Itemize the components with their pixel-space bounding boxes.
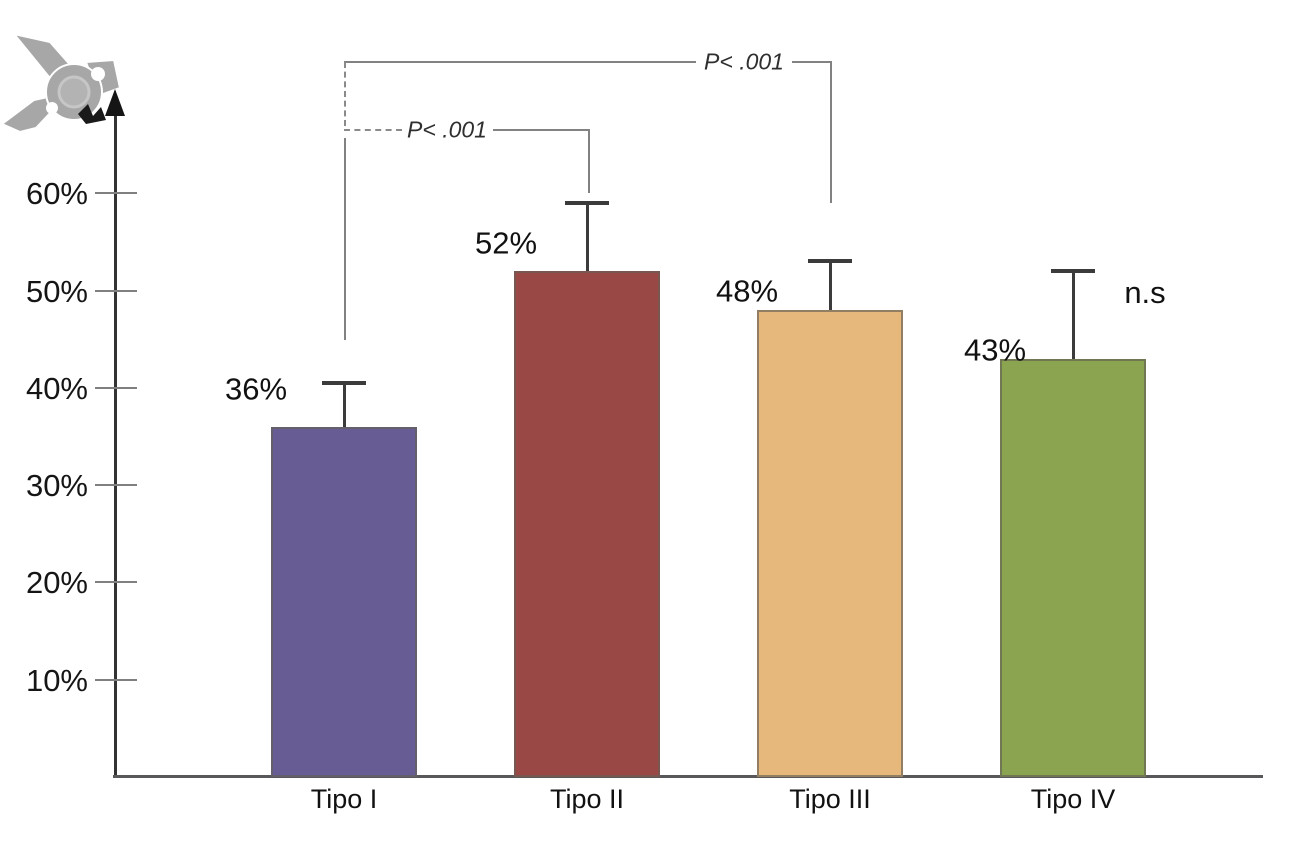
x-axis-line — [113, 775, 1263, 778]
x-category-label: Tipo III — [789, 784, 871, 814]
bracket-big-p-label: P< .001 — [700, 48, 788, 76]
y-tick-label: 20% — [25, 565, 88, 601]
error-bar-cap — [322, 380, 366, 385]
error-bar-cap — [565, 200, 609, 205]
y-tick-label: 50% — [25, 273, 88, 309]
y-tick — [95, 289, 137, 292]
x-category-label: Tipo II — [549, 784, 625, 814]
error-bar-cap — [1051, 269, 1095, 274]
error-bar-stem — [586, 202, 589, 272]
bracket-small-hline-dashed — [344, 129, 402, 131]
y-tick — [95, 192, 137, 195]
ns-annotation: n.s — [1124, 275, 1166, 310]
y-tick — [95, 484, 137, 487]
y-tick-label: 30% — [25, 468, 88, 504]
bar-value-label: 36% — [224, 371, 288, 407]
bar-tipo-iii — [757, 309, 903, 777]
error-bar-cap — [808, 259, 852, 264]
y-axis-arrow-icon — [105, 89, 125, 116]
x-category-label: Tipo I — [310, 784, 378, 814]
bar-value-label: 52% — [474, 225, 538, 261]
error-bar-stem — [343, 382, 346, 427]
y-tick — [95, 581, 137, 584]
logo-icon — [0, 32, 122, 132]
bracket-small-hline-solid — [493, 129, 590, 131]
y-tick-label: 10% — [25, 662, 88, 698]
bracket-big-hline-right — [792, 61, 832, 63]
y-tick — [95, 678, 137, 681]
y-tick-label: 60% — [25, 176, 88, 212]
bracket-big-vline-right — [830, 61, 832, 203]
bar-tipo-ii — [514, 271, 660, 777]
bar-value-label: 48% — [715, 273, 779, 309]
bracket-small-p-label: P< .001 — [403, 116, 491, 144]
y-tick-label: 40% — [25, 370, 88, 406]
y-tick — [95, 386, 137, 389]
error-bar-stem — [829, 261, 832, 310]
y-axis-line — [114, 100, 117, 777]
bar-tipo-i — [271, 426, 417, 777]
bracket-small-vline-right — [588, 129, 590, 193]
x-category-label: Tipo IV — [1030, 784, 1116, 814]
bracket-big-hline-left — [344, 61, 696, 63]
bar-tipo-iv — [1000, 358, 1146, 777]
bar-value-label: 43% — [963, 332, 1027, 368]
bracket-left-vline-dashed — [344, 62, 346, 126]
error-bar-stem — [1072, 271, 1075, 359]
bracket-left-vline-solid — [344, 138, 346, 340]
